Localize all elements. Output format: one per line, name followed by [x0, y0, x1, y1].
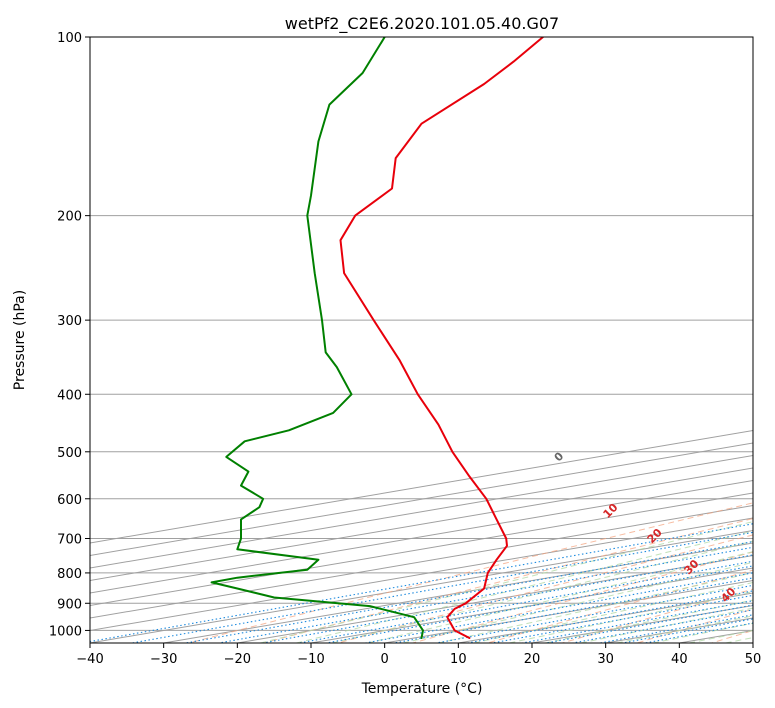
mixing-ratio-line	[262, 554, 753, 643]
y-tick-label: 200	[57, 210, 82, 225]
moist-adiabat-line	[260, 521, 753, 643]
mixing-ratio-line	[325, 565, 753, 643]
isotherm-line	[679, 629, 753, 643]
isotherm-line	[90, 429, 753, 544]
isotherm-line	[90, 517, 753, 632]
y-tick-label: 500	[57, 446, 82, 461]
mixing-ratio-line	[131, 531, 753, 643]
isotherm-line	[90, 454, 753, 569]
background-lines	[90, 37, 753, 643]
x-tick-label: 40	[671, 652, 688, 667]
dewpoint-profile-line	[210, 37, 424, 639]
x-tick-label: 30	[597, 652, 614, 667]
dry-adiabat-line	[412, 551, 753, 643]
y-tick-label: 900	[57, 597, 82, 612]
axes: −40 −30 −20 −10 0 10 20 30 40 50 100 200 300 400 500 60…	[49, 31, 761, 667]
isotherm-line	[90, 442, 753, 557]
isotherm-line	[531, 604, 753, 643]
isotherm-line	[384, 579, 753, 643]
moist-adiabat-line	[544, 599, 753, 643]
plot-frame	[89, 36, 754, 644]
dry-adiabat-line	[711, 629, 753, 643]
mixing-ratio-line	[185, 541, 753, 643]
x-tick-label: 10	[450, 652, 467, 667]
x-tick-label: −10	[297, 652, 324, 667]
background-line-labels: -100-90-80-70-60-50-40-30-20-100.10.20.4…	[552, 449, 739, 605]
x-axis-label: Temperature (°C)	[361, 681, 483, 697]
x-tick-label: −40	[76, 652, 103, 667]
y-axis-label: Pressure (hPa)	[12, 290, 28, 390]
x-tick-label: 50	[745, 652, 762, 667]
isotherm-line	[90, 467, 753, 582]
x-tick-label: 0	[381, 652, 389, 667]
isotherm-line	[458, 592, 753, 643]
y-tick-label: 300	[57, 314, 82, 329]
data-series	[210, 37, 544, 639]
y-tick-label: 800	[57, 567, 82, 582]
moist-adiabat-line	[689, 629, 753, 643]
moist-adiabat-line	[438, 572, 753, 643]
y-tick-label: 600	[57, 493, 82, 508]
temperature-profile-line	[339, 37, 544, 639]
moist-adiabat-line	[331, 540, 753, 643]
moist-adiabat-line	[652, 622, 753, 643]
isotherm-line	[90, 504, 753, 619]
isotherm-line	[90, 529, 753, 643]
x-tick-label: −20	[224, 652, 251, 667]
moist-adiabat-line	[580, 607, 753, 643]
isotherm-line	[310, 567, 753, 643]
moist-adiabat-line	[473, 581, 753, 643]
mixing-ratio-line	[394, 577, 753, 643]
chart-title: wetPf2_C2E6.2020.101.05.40.G07	[285, 14, 559, 34]
dry-adiabat-line	[487, 569, 753, 643]
x-tick-label: −30	[150, 652, 177, 667]
x-tick-label: 20	[524, 652, 541, 667]
dry-adiabat-line	[188, 502, 753, 643]
moist-adiabat-line	[296, 530, 753, 643]
y-tick-label: 100	[57, 31, 82, 46]
isotherm-line	[90, 492, 753, 607]
isotherm-line	[90, 479, 753, 594]
moist-adiabat-label: 20	[645, 526, 665, 546]
moist-adiabat-line	[509, 591, 753, 643]
mixing-ratio-line	[572, 609, 753, 643]
dry-adiabat-line	[338, 534, 753, 643]
moist-adiabat-label: 40	[718, 585, 738, 605]
y-tick-label: 1000	[49, 624, 82, 639]
isotherm-line	[752, 642, 753, 643]
isotherm-line	[237, 554, 753, 643]
dry-adiabat-line	[636, 608, 753, 643]
y-tick-label: 700	[57, 533, 82, 548]
y-tick-label: 400	[57, 388, 82, 403]
moist-adiabat-line	[367, 551, 753, 643]
moist-adiabat-line	[402, 561, 753, 643]
moist-adiabat-label: 30	[682, 557, 702, 577]
